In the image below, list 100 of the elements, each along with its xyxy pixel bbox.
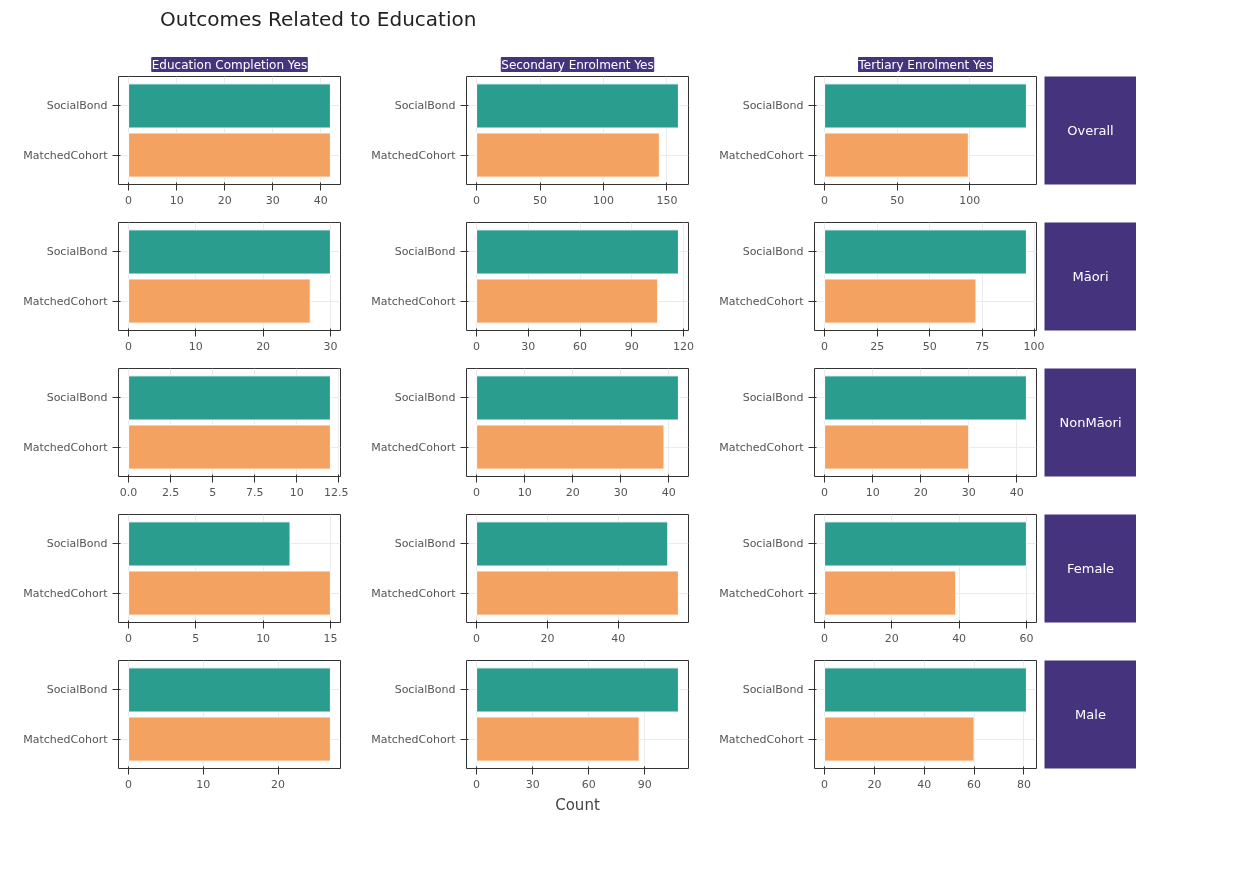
- y-tick-label: MatchedCohort: [371, 440, 457, 454]
- y-tick-label: MatchedCohort: [719, 440, 805, 454]
- x-tick-label: 40: [917, 777, 932, 791]
- x-tick-label: 30: [323, 339, 338, 353]
- x-tick-label: 100: [1023, 339, 1045, 353]
- x-tick-label: 0: [473, 485, 481, 499]
- y2-axis-title: Female: [1067, 561, 1115, 576]
- y-tick-label: SocialBond: [46, 99, 108, 113]
- x-tick-label: 10: [169, 193, 184, 207]
- y-tick-label: SocialBond: [46, 245, 108, 259]
- x-tick-label: 50: [533, 193, 548, 207]
- x-tick-label: 60: [581, 777, 596, 791]
- y-tick-label: SocialBond: [46, 537, 108, 551]
- x-tick-label: 7.5: [245, 485, 264, 499]
- x-tick-label: 10: [865, 485, 880, 499]
- y-tick-label: MatchedCohort: [23, 148, 109, 162]
- x-tick-label: 30: [613, 485, 628, 499]
- y-tick-label: SocialBond: [742, 537, 804, 551]
- y-tick-label: MatchedCohort: [23, 294, 109, 308]
- x-tick-label: 90: [637, 777, 652, 791]
- x-tick-label: 0: [125, 193, 133, 207]
- x-tick-label: 50: [922, 339, 937, 353]
- x-tick-label: 0: [473, 193, 481, 207]
- chart-subtitle: Secondary Enrolment Yes: [501, 57, 654, 72]
- y-tick-label: MatchedCohort: [719, 148, 805, 162]
- x-tick-label: 20: [271, 777, 286, 791]
- x-tick-label: 10: [517, 485, 532, 499]
- x-tick-label: 20: [217, 193, 232, 207]
- x-tick-label: 40: [1009, 485, 1024, 499]
- y-tick-label: MatchedCohort: [23, 732, 109, 746]
- x-tick-label: 0: [821, 631, 829, 645]
- chart-subtitle: Education Completion Yes: [151, 57, 308, 72]
- chart-subtitle: Tertiary Enrolment Yes: [857, 57, 993, 72]
- y-tick-label: SocialBond: [394, 683, 456, 697]
- x-tick-label: 60: [1019, 631, 1034, 645]
- x-tick-label: 5: [192, 631, 200, 645]
- x-tick-label: 0.0: [119, 485, 138, 499]
- x-tick-label: 120: [673, 339, 695, 353]
- x-tick-label: 5: [209, 485, 217, 499]
- x-tick-label: 10: [196, 777, 211, 791]
- x-tick-label: 0: [473, 339, 481, 353]
- chart-title: Outcomes Related to Education: [160, 6, 477, 33]
- x-tick-label: 0: [821, 193, 829, 207]
- x-tick-label: 10: [256, 631, 271, 645]
- x-tick-label: 40: [952, 631, 967, 645]
- x-tick-label: 20: [565, 485, 580, 499]
- x-tick-label: 0: [125, 339, 133, 353]
- x-tick-label: 30: [521, 339, 536, 353]
- y-tick-label: MatchedCohort: [719, 732, 805, 746]
- x-tick-label: 40: [611, 631, 626, 645]
- x-tick-label: 0: [821, 777, 829, 791]
- x-tick-label: 12.5: [324, 485, 349, 499]
- y-tick-label: SocialBond: [742, 99, 804, 113]
- y2-axis-title: Overall: [1067, 123, 1114, 138]
- x-tick-label: 30: [265, 193, 280, 207]
- y-tick-label: SocialBond: [394, 391, 456, 405]
- x-tick-label: 2.5: [161, 485, 180, 499]
- y-tick-label: SocialBond: [394, 537, 456, 551]
- y-tick-label: SocialBond: [742, 245, 804, 259]
- y-tick-label: SocialBond: [46, 391, 108, 405]
- x-tick-label: 75: [975, 339, 990, 353]
- y-tick-label: MatchedCohort: [371, 586, 457, 600]
- x-tick-label: 80: [1016, 777, 1031, 791]
- y-tick-label: MatchedCohort: [371, 732, 457, 746]
- y-tick-label: MatchedCohort: [719, 294, 805, 308]
- x-tick-label: 0: [821, 485, 829, 499]
- x-tick-label: 20: [884, 631, 899, 645]
- x-tick-label: 60: [573, 339, 588, 353]
- x-tick-label: 10: [289, 485, 304, 499]
- x-tick-label: 20: [913, 485, 928, 499]
- x-tick-label: 50: [890, 193, 905, 207]
- x-axis-title: Count: [555, 795, 600, 814]
- y-tick-label: SocialBond: [742, 391, 804, 405]
- y2-axis-title: Male: [1075, 707, 1106, 722]
- y-tick-label: MatchedCohort: [23, 586, 109, 600]
- y-tick-label: SocialBond: [742, 683, 804, 697]
- y2-axis-title: Māori: [1072, 269, 1109, 284]
- y-tick-label: SocialBond: [394, 245, 456, 259]
- x-tick-label: 30: [525, 777, 540, 791]
- x-tick-label: 90: [624, 339, 639, 353]
- x-tick-label: 100: [593, 193, 615, 207]
- x-tick-label: 100: [959, 193, 981, 207]
- x-tick-label: 40: [313, 193, 328, 207]
- x-tick-label: 20: [256, 339, 271, 353]
- x-tick-label: 0: [821, 339, 829, 353]
- y-tick-label: MatchedCohort: [371, 148, 457, 162]
- y-tick-label: MatchedCohort: [371, 294, 457, 308]
- x-tick-label: 0: [125, 777, 133, 791]
- y-tick-label: SocialBond: [394, 99, 456, 113]
- y-tick-label: SocialBond: [46, 683, 108, 697]
- x-tick-label: 20: [540, 631, 555, 645]
- x-tick-label: 0: [473, 631, 481, 645]
- x-tick-label: 150: [656, 193, 678, 207]
- y-tick-label: MatchedCohort: [23, 440, 109, 454]
- x-tick-label: 10: [188, 339, 203, 353]
- x-tick-label: 40: [661, 485, 676, 499]
- y-tick-label: MatchedCohort: [719, 586, 805, 600]
- y2-axis-title: NonMāori: [1059, 415, 1122, 430]
- x-tick-label: 0: [473, 777, 481, 791]
- x-tick-label: 0: [125, 631, 133, 645]
